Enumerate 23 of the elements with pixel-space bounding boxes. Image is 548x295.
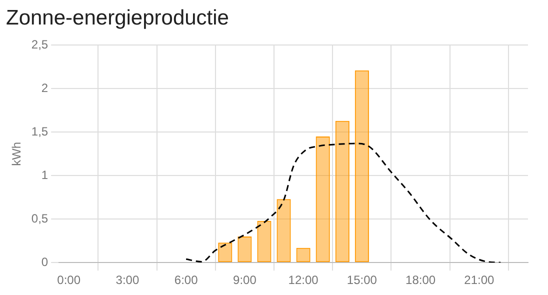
y-tick-label: 2 [41, 80, 48, 95]
line-series [185, 142, 502, 263]
x-tick-label: 21:00 [464, 273, 494, 288]
y-tick-label: 1 [41, 168, 48, 182]
x-tick-label: 0:00 [57, 273, 81, 288]
y-tick-label: 1,5 [31, 124, 48, 138]
chart-title: Zonne-energieproductie [6, 6, 229, 30]
bar [238, 236, 252, 262]
x-tick-label: 9:00 [233, 273, 257, 288]
x-tick-label: 18:00 [406, 273, 436, 288]
bar [354, 70, 369, 262]
x-tick-label: 6:00 [174, 273, 198, 288]
y-tick-label: 0,5 [31, 211, 48, 226]
bar [316, 136, 330, 262]
bar [335, 120, 350, 262]
y-axis-title: kWh [10, 142, 24, 166]
x-tick-label: 15:00 [346, 273, 378, 288]
bar [276, 199, 291, 262]
y-tick-label: 0 [41, 254, 48, 269]
x-tick-label: 12:00 [288, 273, 319, 288]
x-tick-label: 3:00 [116, 273, 140, 288]
bar [257, 220, 272, 262]
y-tick-label: 2,5 [31, 38, 48, 52]
